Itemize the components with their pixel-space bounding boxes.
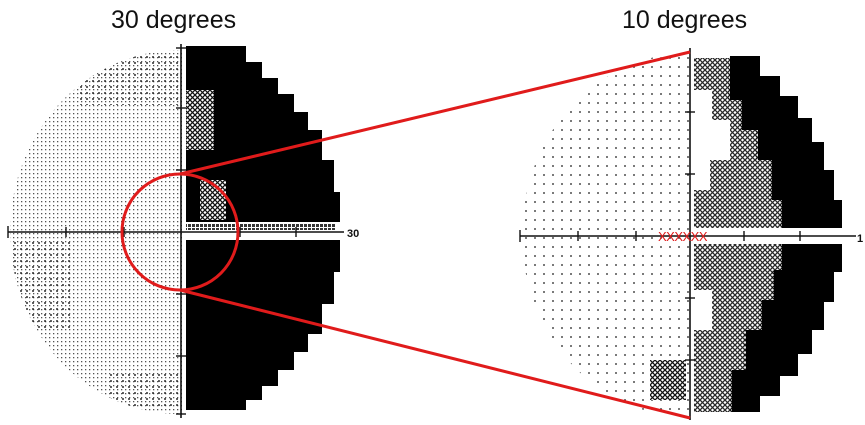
left-plot-partial-defect-upper	[186, 90, 214, 150]
right-plot-partial-defect-upper	[694, 58, 782, 228]
left-plot-axis-label: 30	[347, 228, 359, 240]
left-plot-title: 30 degrees	[111, 6, 237, 34]
magnification-line-top	[179, 50, 691, 176]
right-visual-field-plot: XXXXXX 1	[519, 48, 863, 420]
left-plot-partial-defect-center	[200, 180, 226, 220]
right-plot-partial-defect-lower	[694, 244, 782, 412]
right-plot-partial-defect-lower-left	[650, 360, 686, 400]
magnification-line-bottom	[179, 288, 691, 420]
right-plot-ticks	[519, 111, 801, 361]
right-plot-defect-upper	[728, 56, 842, 228]
right-plot-center-marks: XXXXXX	[658, 229, 708, 244]
right-plot-axis-label: 1	[857, 233, 863, 245]
left-visual-field-plot: 30	[7, 44, 359, 418]
left-plot-ticks	[7, 47, 297, 415]
left-plot-defect-lower	[186, 240, 340, 410]
magnification-overlay	[120, 50, 691, 420]
right-plot-title: 10 degrees	[622, 6, 748, 34]
right-plot-defect-lower	[730, 244, 842, 412]
left-plot-defect-upper	[186, 46, 340, 222]
